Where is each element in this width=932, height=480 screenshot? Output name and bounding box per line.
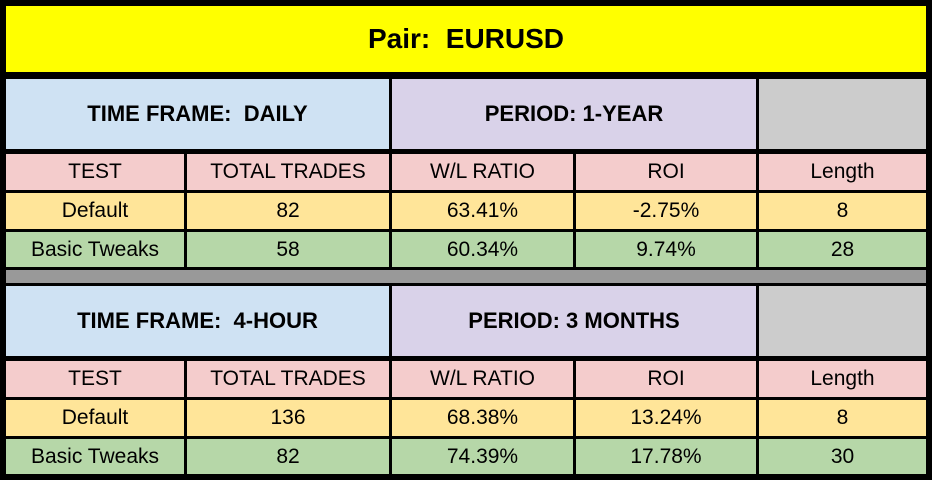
timeframe-cell-4hour: TIME FRAME: 4-HOUR	[6, 286, 389, 356]
title-row: Pair: EURUSD	[6, 6, 926, 72]
table-row: Default 136 68.38% 13.24% 8	[6, 400, 926, 436]
col-header-test: TEST	[6, 154, 184, 190]
section-separator	[6, 270, 926, 283]
empty-cell	[759, 286, 926, 356]
table-row: Basic Tweaks 58 60.34% 9.74% 28	[6, 232, 926, 267]
cell-total-trades: 58	[187, 232, 389, 267]
col-header-total-trades: TOTAL TRADES	[187, 154, 389, 190]
column-header-row: TEST TOTAL TRADES W/L RATIO ROI Length	[6, 154, 926, 190]
cell-roi: 17.78%	[576, 439, 756, 474]
cell-wl-ratio: 60.34%	[392, 232, 573, 267]
cell-length: 30	[759, 439, 926, 474]
cell-roi: 9.74%	[576, 232, 756, 267]
timeframe-cell-daily: TIME FRAME: DAILY	[6, 79, 389, 149]
cell-wl-ratio: 63.41%	[392, 193, 573, 229]
section-header-row-4hour: TIME FRAME: 4-HOUR PERIOD: 3 MONTHS	[6, 286, 926, 356]
column-header-row: TEST TOTAL TRADES W/L RATIO ROI Length	[6, 361, 926, 397]
col-header-roi: ROI	[576, 361, 756, 397]
col-header-length: Length	[759, 361, 926, 397]
cell-wl-ratio: 74.39%	[392, 439, 573, 474]
cell-total-trades: 82	[187, 439, 389, 474]
cell-total-trades: 82	[187, 193, 389, 229]
col-header-length: Length	[759, 154, 926, 190]
cell-roi: -2.75%	[576, 193, 756, 229]
col-header-wl-ratio: W/L RATIO	[392, 361, 573, 397]
period-cell-3-months: PERIOD: 3 MONTHS	[392, 286, 756, 356]
separator-bar	[6, 270, 926, 283]
col-header-roi: ROI	[576, 154, 756, 190]
table-row: Basic Tweaks 82 74.39% 17.78% 30	[6, 439, 926, 474]
cell-length: 8	[759, 193, 926, 229]
cell-test: Basic Tweaks	[6, 232, 184, 267]
period-cell-1-year: PERIOD: 1-YEAR	[392, 79, 756, 149]
cell-roi: 13.24%	[576, 400, 756, 436]
cell-length: 28	[759, 232, 926, 267]
cell-wl-ratio: 68.38%	[392, 400, 573, 436]
col-header-wl-ratio: W/L RATIO	[392, 154, 573, 190]
cell-test: Default	[6, 400, 184, 436]
pair-title: Pair: EURUSD	[6, 6, 926, 72]
col-header-test: TEST	[6, 361, 184, 397]
cell-length: 8	[759, 400, 926, 436]
cell-test: Basic Tweaks	[6, 439, 184, 474]
cell-total-trades: 136	[187, 400, 389, 436]
section-header-row-daily: TIME FRAME: DAILY PERIOD: 1-YEAR	[6, 79, 926, 149]
cell-test: Default	[6, 193, 184, 229]
empty-cell	[759, 79, 926, 149]
col-header-total-trades: TOTAL TRADES	[187, 361, 389, 397]
table-row: Default 82 63.41% -2.75% 8	[6, 193, 926, 229]
